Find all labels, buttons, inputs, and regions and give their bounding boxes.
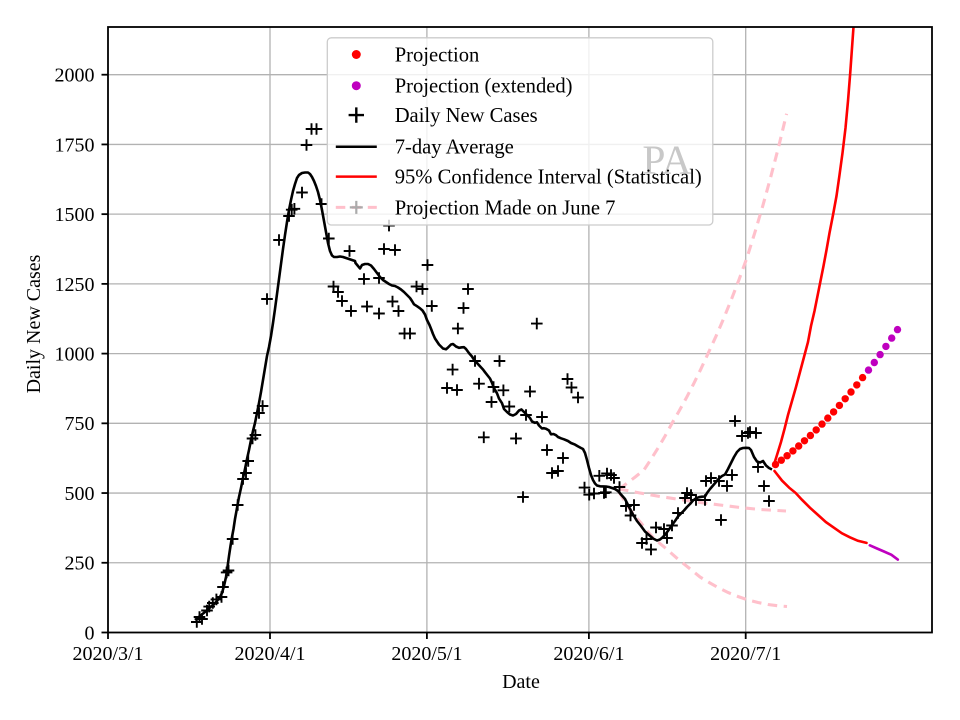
svg-text:2000: 2000 bbox=[55, 65, 95, 87]
svg-text:1500: 1500 bbox=[55, 204, 95, 226]
svg-text:1000: 1000 bbox=[55, 344, 95, 366]
svg-text:2020/3/1: 2020/3/1 bbox=[72, 643, 143, 665]
svg-text:7-day Average: 7-day Average bbox=[395, 137, 514, 159]
svg-text:Projection: Projection bbox=[395, 45, 480, 67]
svg-text:2020/6/1: 2020/6/1 bbox=[553, 643, 624, 665]
svg-text:Projection (extended): Projection (extended) bbox=[395, 76, 573, 98]
svg-text:Daily New Cases: Daily New Cases bbox=[23, 254, 45, 393]
svg-text:2020/4/1: 2020/4/1 bbox=[234, 643, 305, 665]
svg-text:0: 0 bbox=[85, 622, 95, 644]
svg-text:Date: Date bbox=[502, 671, 540, 693]
svg-text:1250: 1250 bbox=[55, 274, 95, 296]
svg-text:250: 250 bbox=[65, 553, 95, 575]
svg-text:750: 750 bbox=[65, 413, 95, 435]
svg-text:Daily New Cases: Daily New Cases bbox=[395, 105, 538, 127]
svg-text:PA: PA bbox=[642, 137, 691, 183]
svg-text:2020/7/1: 2020/7/1 bbox=[710, 643, 781, 665]
svg-text:2020/5/1: 2020/5/1 bbox=[391, 643, 462, 665]
svg-text:1750: 1750 bbox=[55, 134, 95, 156]
svg-text:Projection Made on June 7: Projection Made on June 7 bbox=[395, 197, 616, 219]
svg-text:500: 500 bbox=[65, 483, 95, 505]
svg-text:95% Confidence Interval (Stati: 95% Confidence Interval (Statistical) bbox=[395, 167, 702, 189]
